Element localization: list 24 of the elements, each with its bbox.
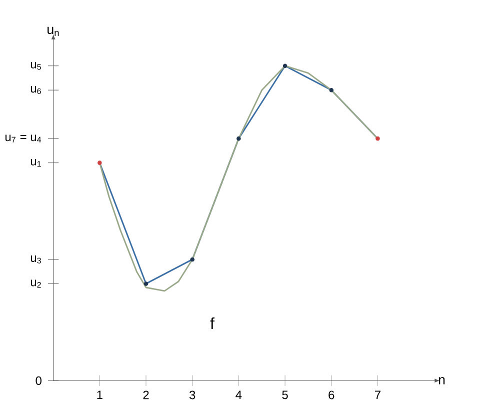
x-axis-title: n (438, 377, 445, 384)
text: u$_{6}$ (30, 86, 41, 94)
x-tick-label: 6 (328, 390, 334, 400)
text: u$_{1}$ (30, 158, 41, 167)
annotation: f (210, 317, 215, 329)
point (282, 64, 288, 68)
x-tick-label: 4 (236, 390, 242, 399)
point (98, 160, 102, 165)
text: u$_{7}$ = u$_{4}$ (5, 134, 42, 142)
point (144, 282, 148, 286)
point (329, 88, 334, 92)
x-tick-label: 5 (282, 390, 288, 400)
point (376, 136, 380, 141)
x-tick-label: 1 (97, 390, 102, 399)
x-tick-label: 7 (374, 390, 380, 399)
y-axis-title: u$_{n}$ (48, 26, 59, 36)
point (190, 257, 194, 262)
x-tick-label: 2 (143, 390, 149, 400)
text: u$_{3}$ (30, 256, 41, 264)
x-tick-label: 3 (189, 390, 196, 400)
text: u$_{5}$ (30, 62, 41, 70)
text: u$_{2}$ (30, 280, 41, 288)
text: 0 (36, 376, 42, 385)
point (236, 136, 241, 141)
